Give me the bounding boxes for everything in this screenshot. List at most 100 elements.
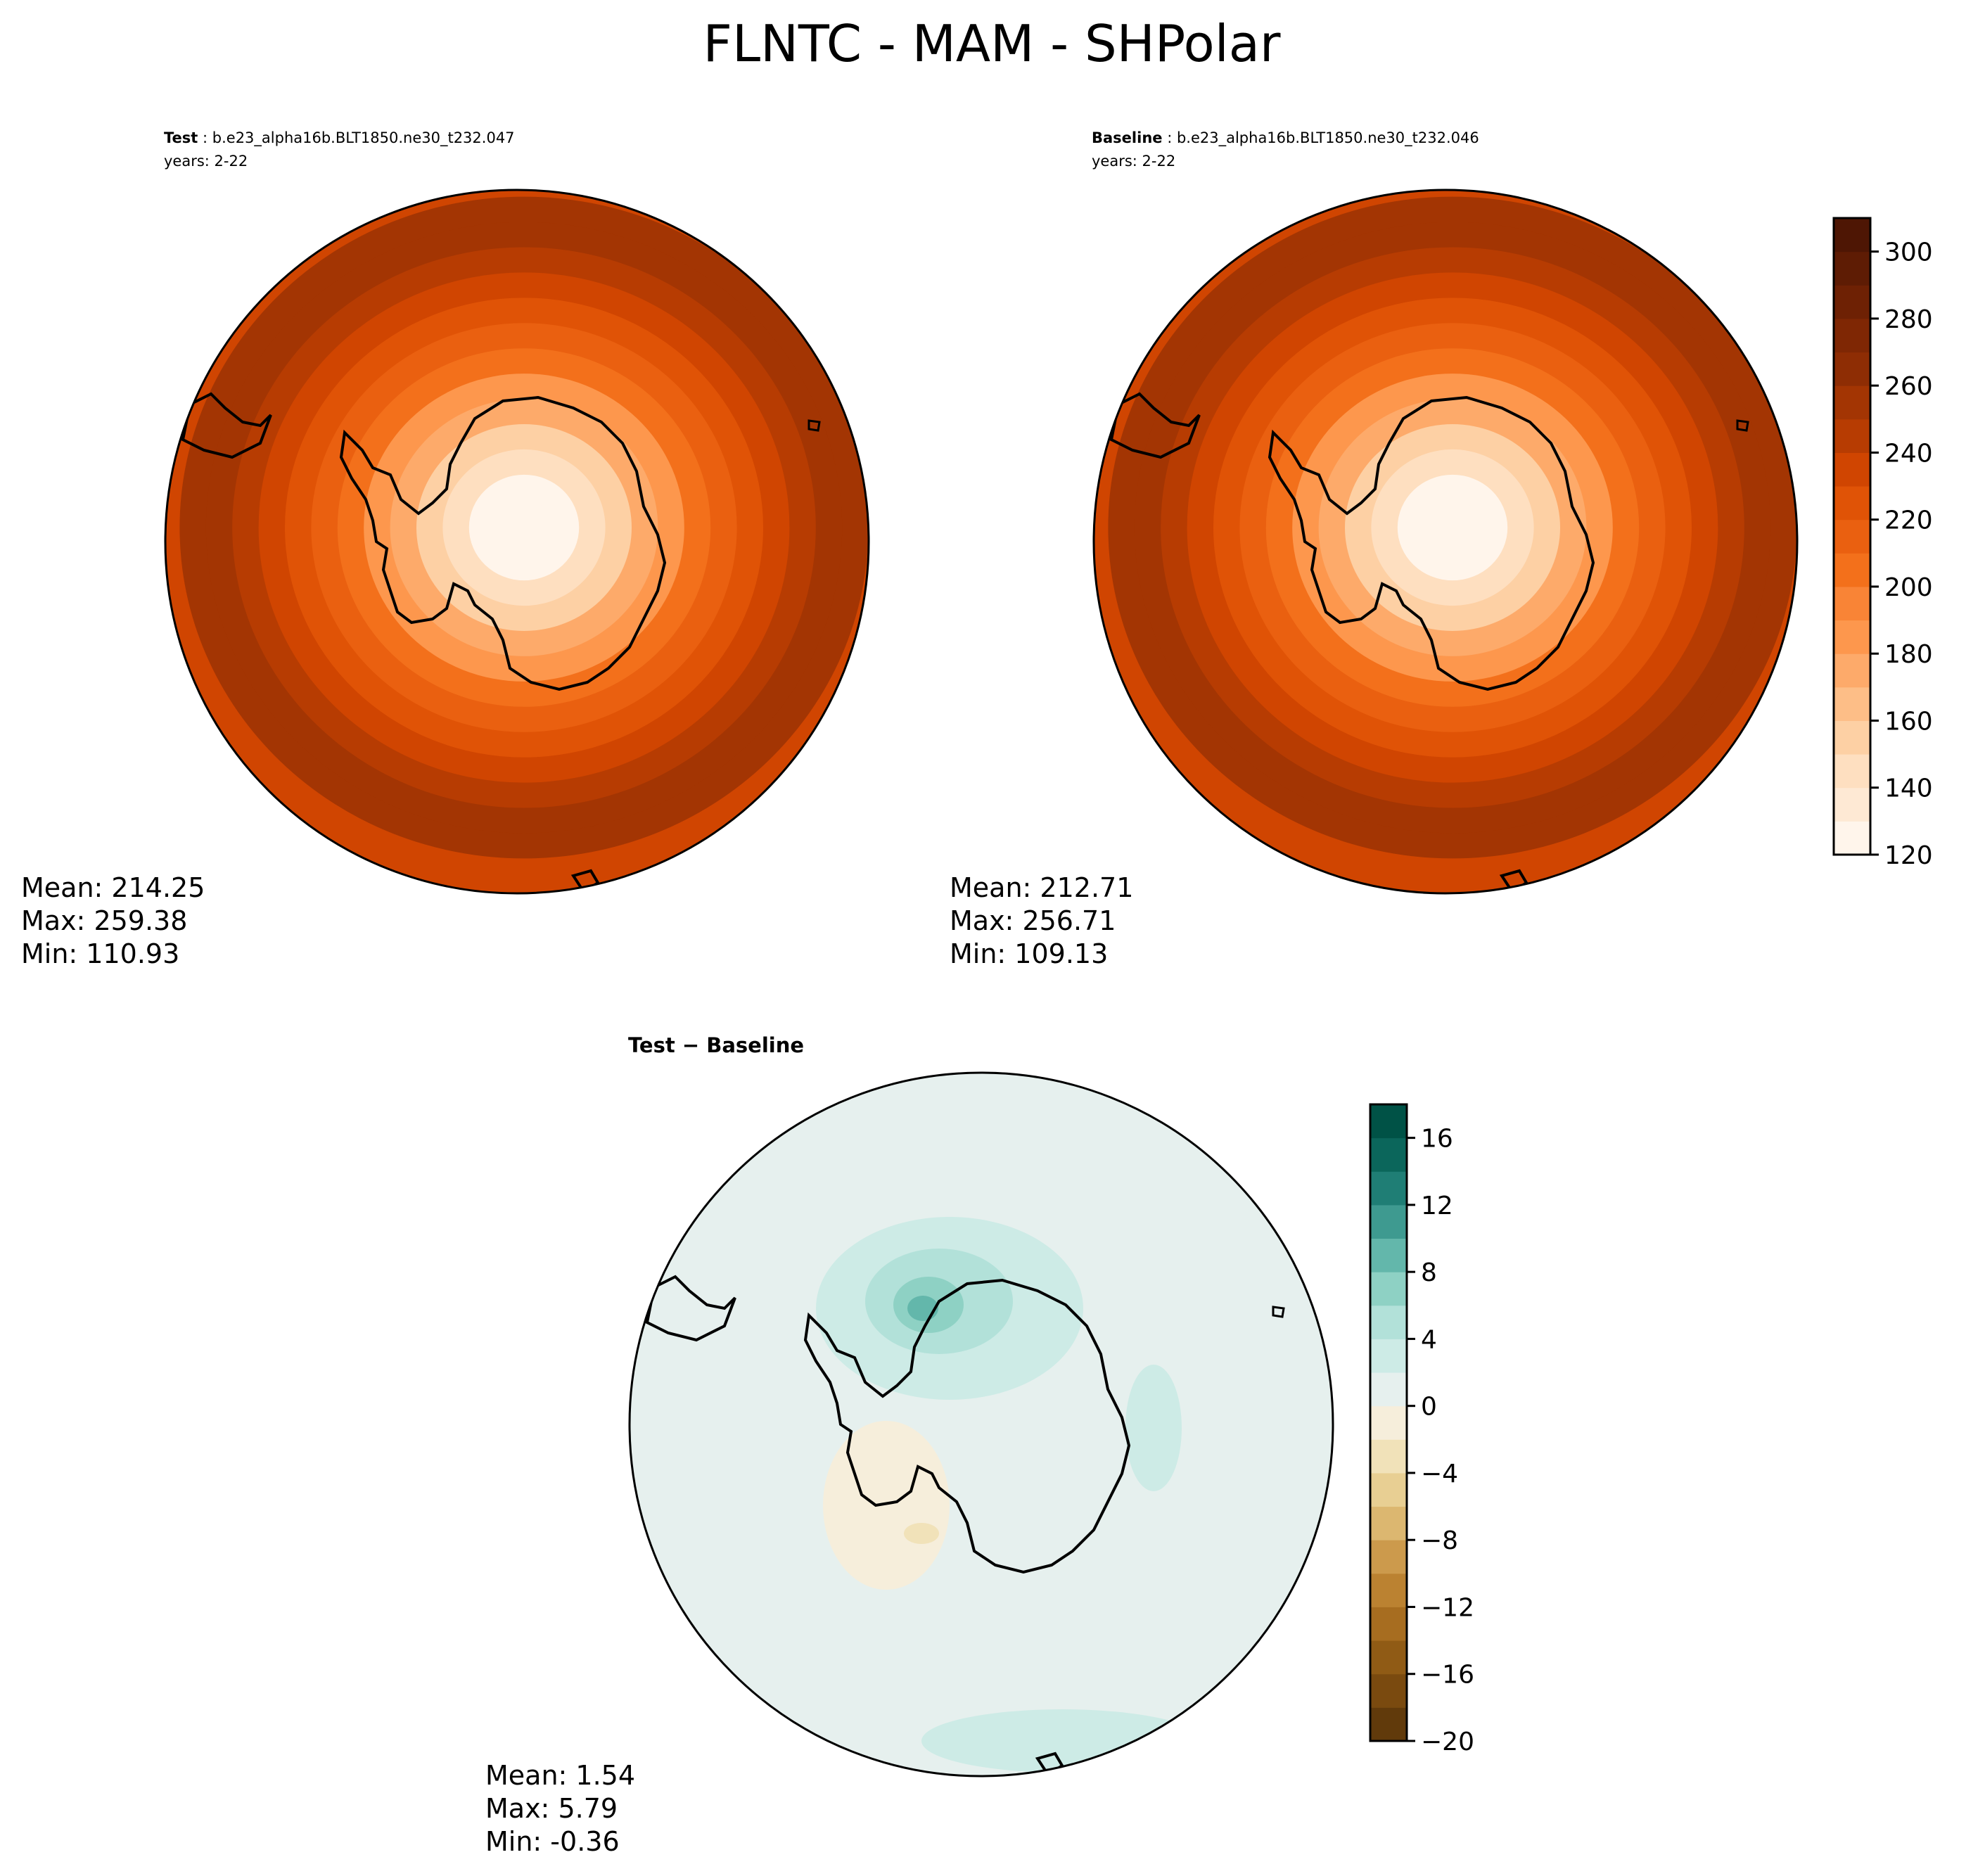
diff-colorbar-tick-label: −12 xyxy=(1421,1593,1474,1622)
main-colorbar-tick-label: 300 xyxy=(1884,238,1933,267)
figure-title: FLNTC - MAM - SHPolar xyxy=(703,14,1281,73)
test-new-zealand-coast xyxy=(570,869,600,893)
baseline-panel-title: Baseline : b.e23_alpha16b.BLT1850.ne30_t… xyxy=(1092,129,1479,147)
diff-colorbar-segment xyxy=(1370,1137,1407,1172)
diff-colorbar-tick-label: 0 xyxy=(1421,1393,1437,1422)
baseline-contour-rings xyxy=(1108,196,1797,859)
test-map xyxy=(164,189,870,895)
test-years: years: 2-22 xyxy=(164,153,248,170)
test-max: Max: 259.38 xyxy=(21,905,187,936)
main-colorbar-segment xyxy=(1834,821,1870,855)
test-min: Min: 110.93 xyxy=(21,938,179,969)
main-colorbar-tick-label: 200 xyxy=(1884,573,1933,602)
diff-new-zealand-coast xyxy=(1035,1751,1064,1776)
diff-map-field xyxy=(630,1073,1333,1776)
diff-colorbar-tick-label: 8 xyxy=(1421,1258,1437,1287)
diff-colorbar-segment xyxy=(1370,1171,1407,1206)
main-colorbar-segment xyxy=(1834,720,1870,755)
main-colorbar-segment xyxy=(1834,285,1870,319)
main-colorbar: 120 140 160 180 200 220 240 260 280 300 xyxy=(1832,217,1933,870)
main-colorbar-tick-label: 280 xyxy=(1884,305,1933,334)
main-colorbar-segment xyxy=(1834,419,1870,453)
main-colorbar-frame xyxy=(1832,217,1872,856)
baseline-min: Min: 109.13 xyxy=(950,938,1108,969)
diff-colorbar-segment xyxy=(1370,1405,1407,1440)
diff-south-america-coast xyxy=(645,1275,736,1342)
diff-map-border xyxy=(628,1071,1334,1778)
diff-colorbar-segment xyxy=(1370,1673,1407,1708)
main-colorbar-segment xyxy=(1834,385,1870,420)
main-colorbar-tick-label: 140 xyxy=(1884,774,1933,803)
diff-anomaly-negative xyxy=(823,1421,950,1590)
test-island-coast xyxy=(808,419,821,432)
main-colorbar-tick-label: 260 xyxy=(1884,372,1933,401)
main-colorbar-segment xyxy=(1834,553,1870,587)
diff-min: Min: -0.36 xyxy=(485,1826,620,1857)
baseline-mean: Mean: 212.71 xyxy=(950,872,1133,903)
main-colorbar-segment xyxy=(1834,486,1870,521)
main-colorbar-segment xyxy=(1834,352,1870,386)
diff-anomaly-positive-east xyxy=(1125,1365,1182,1491)
diff-colorbar-frame xyxy=(1369,1103,1408,1742)
test-contour-ring-0 xyxy=(495,499,553,556)
baseline-new-zealand-coast xyxy=(1499,869,1528,893)
diff-mean: Mean: 1.54 xyxy=(485,1760,635,1791)
diff-colorbar-segment xyxy=(1370,1305,1407,1339)
diff-island-coast xyxy=(1272,1306,1285,1318)
baseline-south-america-coast xyxy=(1109,392,1201,459)
test-case-name: b.e23_alpha16b.BLT1850.ne30_t232.047 xyxy=(212,129,515,147)
test-contour-rings xyxy=(179,196,869,859)
main-colorbar-segment xyxy=(1834,218,1870,253)
diff-map xyxy=(628,1071,1334,1778)
diff-colorbar-segment xyxy=(1370,1607,1407,1641)
baseline-case-separator: : xyxy=(1163,129,1177,146)
diff-colorbar-segment xyxy=(1370,1439,1407,1474)
main-colorbar-tick-label: 160 xyxy=(1884,707,1933,736)
test-south-america-coast xyxy=(181,392,272,459)
baseline-years: years: 2-22 xyxy=(1092,153,1175,170)
diff-panel-title: Test − Baseline xyxy=(628,1033,804,1057)
baseline-contour-ring-0 xyxy=(1424,499,1481,556)
main-colorbar-tick-label: 240 xyxy=(1884,439,1933,468)
baseline-map-border xyxy=(1092,189,1799,895)
main-colorbar-segment xyxy=(1834,754,1870,789)
baseline-case-name: b.e23_alpha16b.BLT1850.ne30_t232.046 xyxy=(1177,129,1479,147)
diff-colorbar-segment xyxy=(1370,1339,1407,1373)
diff-colorbar-segment xyxy=(1370,1472,1407,1507)
diff-colorbar-tick-label: 12 xyxy=(1421,1192,1453,1220)
diff-colorbar: −20 −16 −12 −8 −4 0 4 8 12 16 xyxy=(1369,1103,1474,1756)
main-colorbar-segment xyxy=(1834,653,1870,688)
diff-colorbar-segment xyxy=(1370,1272,1407,1306)
test-map-field xyxy=(165,190,869,893)
main-colorbar-segment xyxy=(1834,251,1870,286)
diff-colorbar-tick-label: −16 xyxy=(1421,1661,1474,1690)
baseline-label: Baseline xyxy=(1092,129,1163,146)
diff-colorbar-tick-label: 4 xyxy=(1421,1325,1437,1354)
main-colorbar-segment xyxy=(1834,620,1870,654)
diff-anomaly-negative-inner xyxy=(904,1523,939,1544)
baseline-map xyxy=(1092,189,1799,895)
test-label: Test xyxy=(164,129,198,146)
main-colorbar-tick-label: 220 xyxy=(1884,506,1933,535)
diff-colorbar-segment xyxy=(1370,1104,1407,1139)
diff-colorbar-segment xyxy=(1370,1573,1407,1607)
main-colorbar-segment xyxy=(1834,318,1870,353)
test-map-border xyxy=(164,189,870,895)
main-colorbar-tick-label: 120 xyxy=(1884,841,1933,870)
diff-colorbar-segment xyxy=(1370,1204,1407,1239)
main-colorbar-segment xyxy=(1834,586,1870,621)
diff-colorbar-tick-label: −4 xyxy=(1421,1460,1458,1488)
diff-colorbar-tick-label: −20 xyxy=(1421,1728,1474,1756)
diff-colorbar-tick-label: −8 xyxy=(1421,1526,1458,1555)
test-panel-title: Test : b.e23_alpha16b.BLT1850.ne30_t232.… xyxy=(164,129,515,147)
test-case-separator: : xyxy=(198,129,212,146)
baseline-max: Max: 256.71 xyxy=(950,905,1116,936)
diff-colorbar-segment xyxy=(1370,1372,1407,1407)
diff-colorbar-tick-label: 16 xyxy=(1421,1125,1453,1154)
baseline-map-field xyxy=(1094,190,1797,893)
main-colorbar-segment xyxy=(1834,452,1870,487)
diff-colorbar-segment xyxy=(1370,1506,1407,1540)
main-colorbar-segment xyxy=(1834,687,1870,721)
main-colorbar-tick-label: 180 xyxy=(1884,640,1933,669)
